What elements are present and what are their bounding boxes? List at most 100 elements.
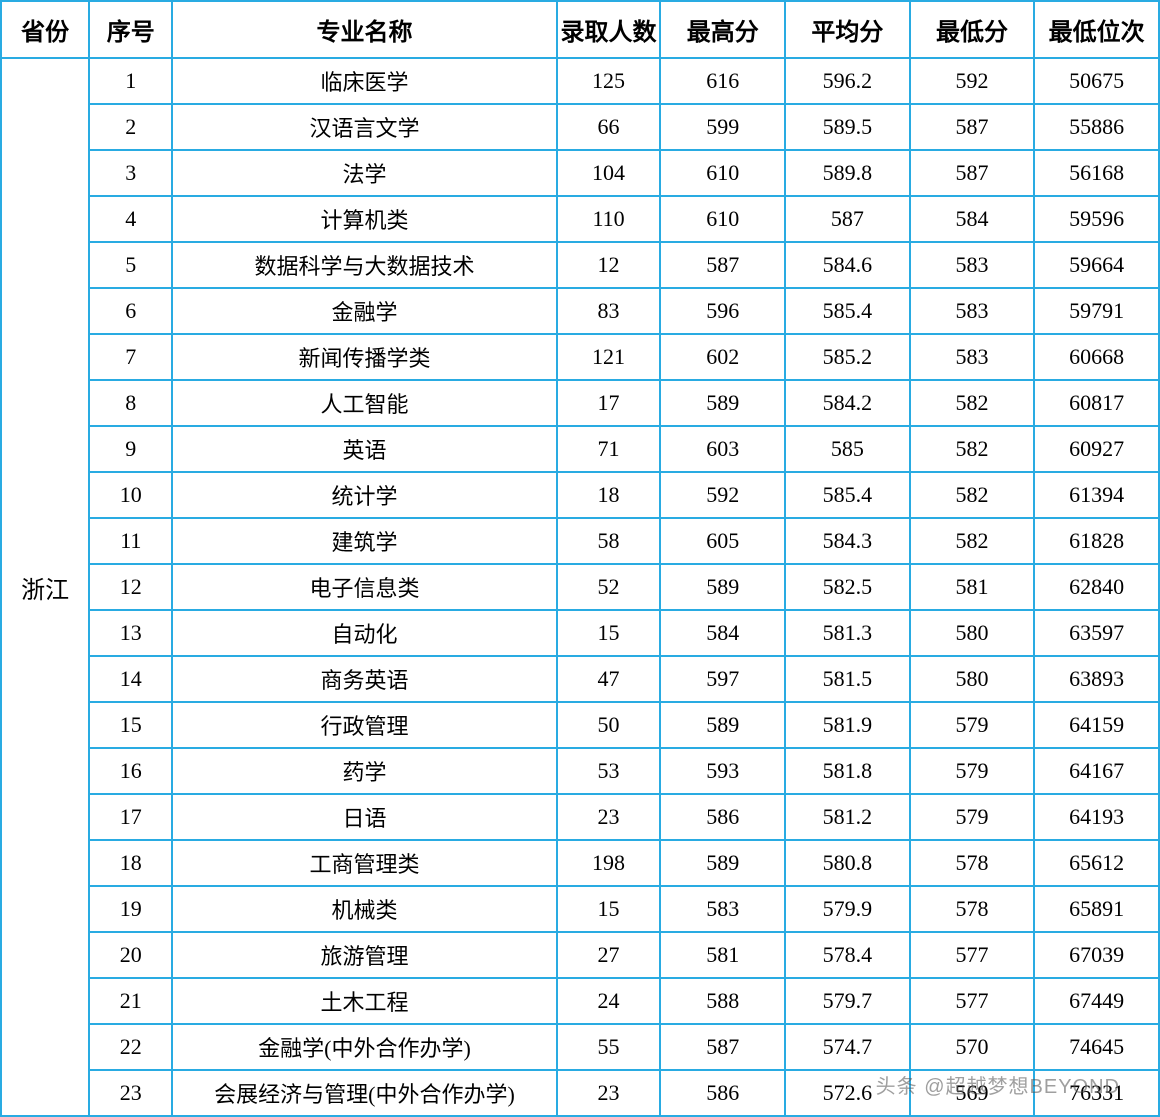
cell-min: 577 [910,932,1035,978]
cell-rank: 64167 [1034,748,1159,794]
cell-major: 法学 [172,150,556,196]
cell-count: 83 [557,288,661,334]
cell-avg: 579.9 [785,886,910,932]
cell-rank: 62840 [1034,564,1159,610]
cell-count: 15 [557,886,661,932]
cell-count: 110 [557,196,661,242]
cell-rank: 59791 [1034,288,1159,334]
table-row: 14商务英语47597581.558063893 [1,656,1159,702]
cell-index: 7 [89,334,172,380]
cell-count: 24 [557,978,661,1024]
cell-min: 579 [910,748,1035,794]
cell-rank: 60668 [1034,334,1159,380]
cell-index: 11 [89,518,172,564]
cell-count: 55 [557,1024,661,1070]
cell-index: 12 [89,564,172,610]
cell-max: 589 [660,564,785,610]
cell-major: 人工智能 [172,380,556,426]
cell-rank: 61828 [1034,518,1159,564]
cell-max: 610 [660,196,785,242]
cell-max: 583 [660,886,785,932]
cell-min: 578 [910,886,1035,932]
cell-index: 10 [89,472,172,518]
col-header-count: 录取人数 [557,1,661,58]
cell-count: 198 [557,840,661,886]
cell-max: 589 [660,702,785,748]
cell-avg: 585 [785,426,910,472]
cell-rank: 50675 [1034,58,1159,104]
cell-max: 589 [660,380,785,426]
cell-max: 593 [660,748,785,794]
cell-major: 商务英语 [172,656,556,702]
cell-avg: 584.6 [785,242,910,288]
cell-rank: 67039 [1034,932,1159,978]
cell-count: 50 [557,702,661,748]
cell-min: 583 [910,242,1035,288]
cell-count: 58 [557,518,661,564]
cell-avg: 585.4 [785,472,910,518]
cell-min: 579 [910,702,1035,748]
col-header-index: 序号 [89,1,172,58]
col-header-major: 专业名称 [172,1,556,58]
cell-max: 599 [660,104,785,150]
table-row: 17日语23586581.257964193 [1,794,1159,840]
cell-rank: 64193 [1034,794,1159,840]
table-row: 21土木工程24588579.757767449 [1,978,1159,1024]
cell-min: 582 [910,380,1035,426]
cell-major: 统计学 [172,472,556,518]
cell-major: 金融学 [172,288,556,334]
cell-rank: 63597 [1034,610,1159,656]
cell-count: 125 [557,58,661,104]
cell-count: 71 [557,426,661,472]
cell-major: 新闻传播学类 [172,334,556,380]
cell-major: 行政管理 [172,702,556,748]
cell-major: 土木工程 [172,978,556,1024]
cell-avg: 589.5 [785,104,910,150]
table-row: 浙江1临床医学125616596.259250675 [1,58,1159,104]
cell-min: 581 [910,564,1035,610]
table-row: 15行政管理50589581.957964159 [1,702,1159,748]
table-row: 13自动化15584581.358063597 [1,610,1159,656]
cell-min: 583 [910,288,1035,334]
cell-index: 3 [89,150,172,196]
cell-rank: 65612 [1034,840,1159,886]
cell-min: 580 [910,610,1035,656]
cell-major: 英语 [172,426,556,472]
cell-count: 121 [557,334,661,380]
cell-rank: 63893 [1034,656,1159,702]
cell-rank: 59664 [1034,242,1159,288]
cell-index: 6 [89,288,172,334]
cell-avg: 578.4 [785,932,910,978]
admissions-table: 省份 序号 专业名称 录取人数 最高分 平均分 最低分 最低位次 浙江1临床医学… [0,0,1160,1117]
table-row: 2汉语言文学66599589.558755886 [1,104,1159,150]
cell-max: 597 [660,656,785,702]
cell-count: 23 [557,794,661,840]
cell-major: 旅游管理 [172,932,556,978]
cell-max: 616 [660,58,785,104]
cell-min: 587 [910,104,1035,150]
cell-index: 15 [89,702,172,748]
cell-avg: 581.5 [785,656,910,702]
cell-min: 583 [910,334,1035,380]
cell-major: 药学 [172,748,556,794]
cell-rank: 74645 [1034,1024,1159,1070]
cell-count: 12 [557,242,661,288]
table-row: 12电子信息类52589582.558162840 [1,564,1159,610]
cell-count: 104 [557,150,661,196]
cell-index: 4 [89,196,172,242]
cell-avg: 587 [785,196,910,242]
cell-avg: 589.8 [785,150,910,196]
col-header-province: 省份 [1,1,89,58]
cell-major: 会展经济与管理(中外合作办学) [172,1070,556,1116]
cell-avg: 585.2 [785,334,910,380]
cell-major: 建筑学 [172,518,556,564]
cell-rank: 55886 [1034,104,1159,150]
cell-min: 587 [910,150,1035,196]
cell-rank: 61394 [1034,472,1159,518]
cell-max: 586 [660,1070,785,1116]
table-row: 9英语7160358558260927 [1,426,1159,472]
cell-min: 582 [910,518,1035,564]
cell-avg: 596.2 [785,58,910,104]
cell-index: 13 [89,610,172,656]
cell-avg: 580.8 [785,840,910,886]
